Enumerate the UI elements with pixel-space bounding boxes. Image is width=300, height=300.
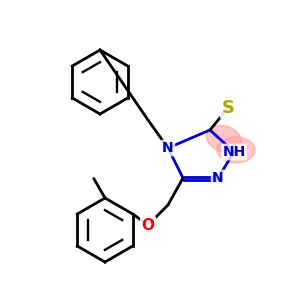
Ellipse shape (206, 125, 242, 153)
Text: NH: NH (222, 145, 246, 159)
Text: N: N (212, 171, 224, 185)
Text: S: S (221, 99, 235, 117)
Ellipse shape (217, 137, 255, 163)
Text: N: N (162, 141, 174, 155)
Text: O: O (142, 218, 154, 232)
